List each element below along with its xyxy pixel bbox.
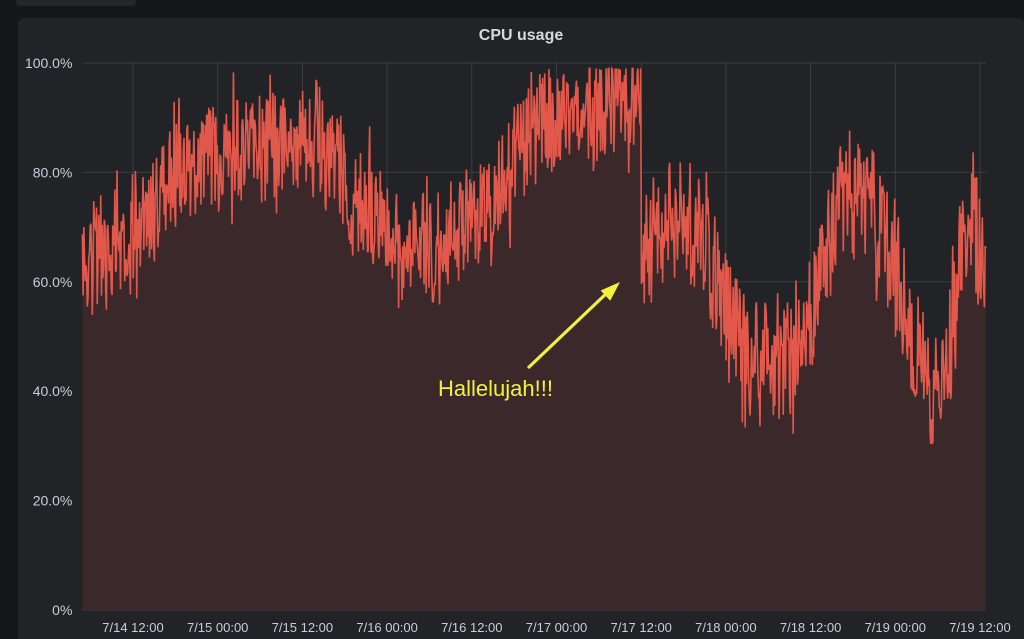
svg-text:7/14 12:00: 7/14 12:00 (102, 620, 163, 635)
svg-text:7/16 00:00: 7/16 00:00 (356, 620, 417, 635)
svg-text:7/15 12:00: 7/15 12:00 (272, 620, 333, 635)
svg-text:7/19 00:00: 7/19 00:00 (865, 620, 926, 635)
svg-text:80.0%: 80.0% (33, 164, 73, 180)
svg-text:7/15 00:00: 7/15 00:00 (187, 620, 248, 635)
svg-text:20.0%: 20.0% (33, 493, 73, 509)
svg-text:7/19 12:00: 7/19 12:00 (949, 620, 1010, 635)
svg-text:Hallelujah!!!: Hallelujah!!! (438, 376, 553, 401)
svg-text:7/17 12:00: 7/17 12:00 (610, 620, 671, 635)
svg-text:60.0%: 60.0% (33, 274, 73, 290)
svg-text:40.0%: 40.0% (33, 383, 73, 399)
svg-text:7/16 12:00: 7/16 12:00 (441, 620, 502, 635)
svg-text:7/18 00:00: 7/18 00:00 (695, 620, 756, 635)
svg-text:7/17 00:00: 7/17 00:00 (526, 620, 587, 635)
svg-text:100.0%: 100.0% (25, 55, 72, 71)
svg-text:7/18 12:00: 7/18 12:00 (780, 620, 841, 635)
svg-text:0%: 0% (52, 602, 72, 618)
